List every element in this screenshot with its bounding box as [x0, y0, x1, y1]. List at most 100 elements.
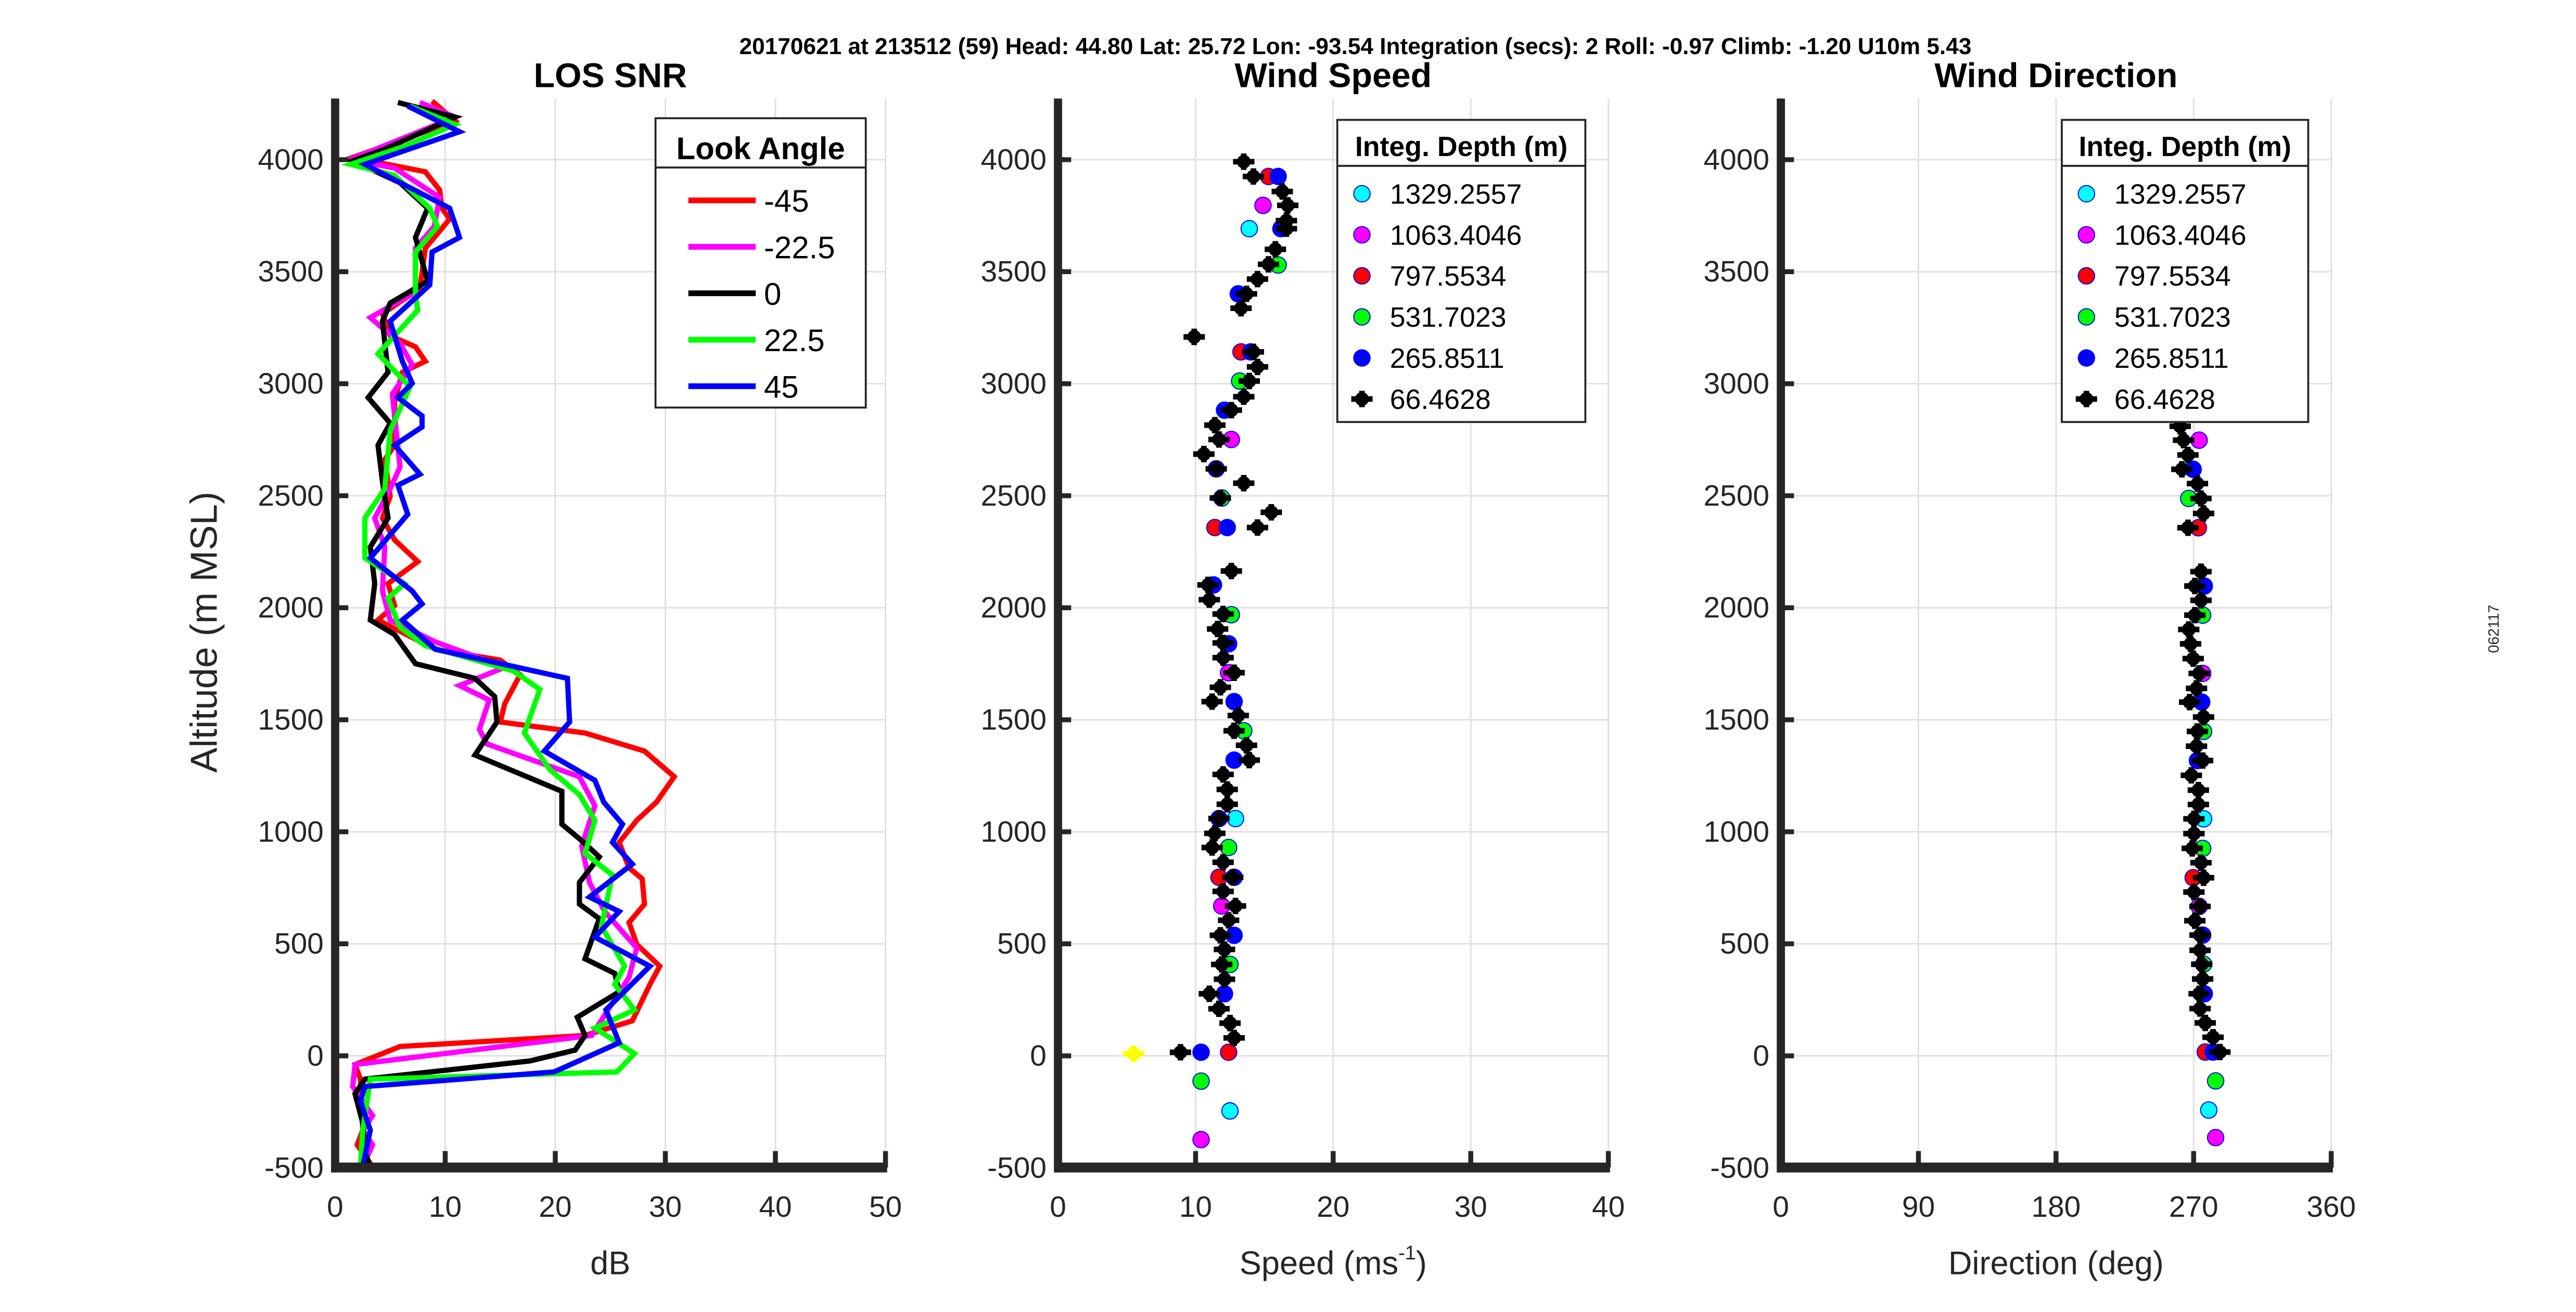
data-layer	[1123, 153, 1299, 1149]
y-tick-label: 2000	[981, 591, 1047, 624]
data-point	[2200, 1101, 2218, 1119]
marker-plus	[2177, 519, 2199, 536]
marker-plus	[1235, 737, 1257, 754]
marker-plus	[1242, 343, 1264, 361]
legend-label: 22.5	[764, 323, 825, 358]
data-point	[2202, 1029, 2224, 1046]
data-point	[1216, 796, 1238, 813]
x-tick-label: 40	[1592, 1191, 1625, 1224]
marker-plus	[1258, 256, 1280, 273]
marker-plus	[1239, 372, 1260, 390]
data-point	[1212, 766, 1234, 783]
marker-plus	[1212, 649, 1234, 666]
data-point	[2179, 693, 2201, 711]
marker-plus	[1223, 1030, 1245, 1046]
data-point	[2182, 840, 2203, 857]
marker-plus	[1277, 197, 1299, 214]
marker-plus	[1212, 883, 1234, 900]
marker-plus	[2179, 635, 2201, 652]
marker-plus	[1212, 606, 1234, 623]
marker-plus	[2183, 811, 2205, 827]
data-point	[1192, 1043, 1210, 1061]
data-point	[1233, 153, 1255, 170]
series-line	[358, 104, 655, 1167]
marker-plus	[1276, 220, 1297, 237]
marker-plus	[2173, 432, 2195, 448]
data-point	[2192, 869, 2214, 886]
data-point	[2178, 621, 2200, 638]
legend-title: Integ. Depth (m)	[1355, 131, 1567, 162]
y-tick-label: 1000	[981, 816, 1047, 848]
data-point	[1276, 220, 1297, 237]
marker-plus	[1246, 519, 1268, 536]
x-tick-label: 30	[1455, 1191, 1487, 1224]
data-point	[2183, 811, 2205, 827]
data-point	[2182, 650, 2204, 667]
plot-title: Wind Direction	[1934, 56, 2177, 95]
marker-plus	[1209, 927, 1231, 944]
data-point	[1209, 679, 1231, 696]
series-line	[341, 104, 639, 1167]
data-point	[1212, 883, 1234, 900]
legend: Look Angle -45 -22.5 0 22.5 45	[654, 117, 867, 409]
data-point	[1242, 343, 1264, 361]
marker-plus	[1351, 391, 1373, 407]
marker-plus	[1212, 854, 1234, 871]
marker-plus	[1183, 328, 1205, 345]
data-point	[1277, 197, 1299, 214]
data-point	[1225, 897, 1246, 915]
data-point	[1218, 519, 1236, 536]
marker-plus	[1218, 912, 1240, 929]
legend-box	[2060, 119, 2310, 423]
x-tick-label: 270	[2169, 1191, 2218, 1224]
x-axis-label: Direction (deg)	[1948, 1245, 2164, 1281]
data-point	[2187, 475, 2209, 492]
plot-title: LOS SNR	[533, 56, 687, 95]
data-point	[1204, 417, 1226, 434]
data-point	[2186, 680, 2208, 697]
data-point	[1230, 300, 1252, 317]
data-point	[1220, 562, 1242, 580]
marker-plus	[1233, 388, 1255, 405]
marker-plus	[2190, 490, 2212, 507]
legend-item: 22.5	[688, 323, 825, 358]
data-point	[1265, 241, 1286, 258]
data-point	[2192, 709, 2214, 726]
data-point	[1240, 220, 1258, 238]
marker-plus	[2187, 796, 2209, 813]
legend-item: 0	[688, 277, 781, 312]
plot-wind-direction: 0 90 180 270 360-500050010001500200025003000…	[1704, 56, 2356, 1281]
data-point	[2207, 1072, 2225, 1090]
data-point	[2184, 912, 2206, 929]
data-point	[1209, 490, 1231, 507]
legend-item: 1063.4046	[1353, 220, 1522, 251]
data-point	[1198, 591, 1220, 608]
legend-item: -22.5	[688, 230, 835, 265]
marker-plus	[2191, 956, 2213, 973]
data-point	[2177, 519, 2199, 536]
legend-box	[1336, 119, 1587, 423]
plot-wind-speed: 0 10 20 30 40-500050010001500200025003000350…	[981, 56, 1625, 1281]
data-point	[2187, 796, 2209, 813]
marker-plus	[2189, 942, 2211, 959]
marker-plus	[1214, 971, 1235, 988]
marker-plus	[2182, 840, 2203, 857]
marker-plus	[2192, 752, 2214, 769]
marker-plus	[1216, 781, 1238, 798]
legend-marker	[1353, 349, 1371, 367]
marker-plus	[1239, 752, 1260, 768]
data-point	[1239, 752, 1260, 768]
data-point	[1235, 286, 1257, 302]
series-line	[346, 100, 622, 1168]
marker-plus	[1212, 766, 1234, 783]
y-tick-label: -500	[987, 1152, 1047, 1185]
legend-item: 66.4628	[2075, 384, 2215, 415]
marker-plus	[2187, 475, 2209, 492]
data-point	[1204, 825, 1226, 842]
data-point	[1246, 271, 1268, 288]
data-point	[2177, 446, 2199, 464]
marker-plus	[1201, 693, 1223, 710]
data-point	[2184, 607, 2206, 624]
data-point	[1220, 839, 1238, 856]
